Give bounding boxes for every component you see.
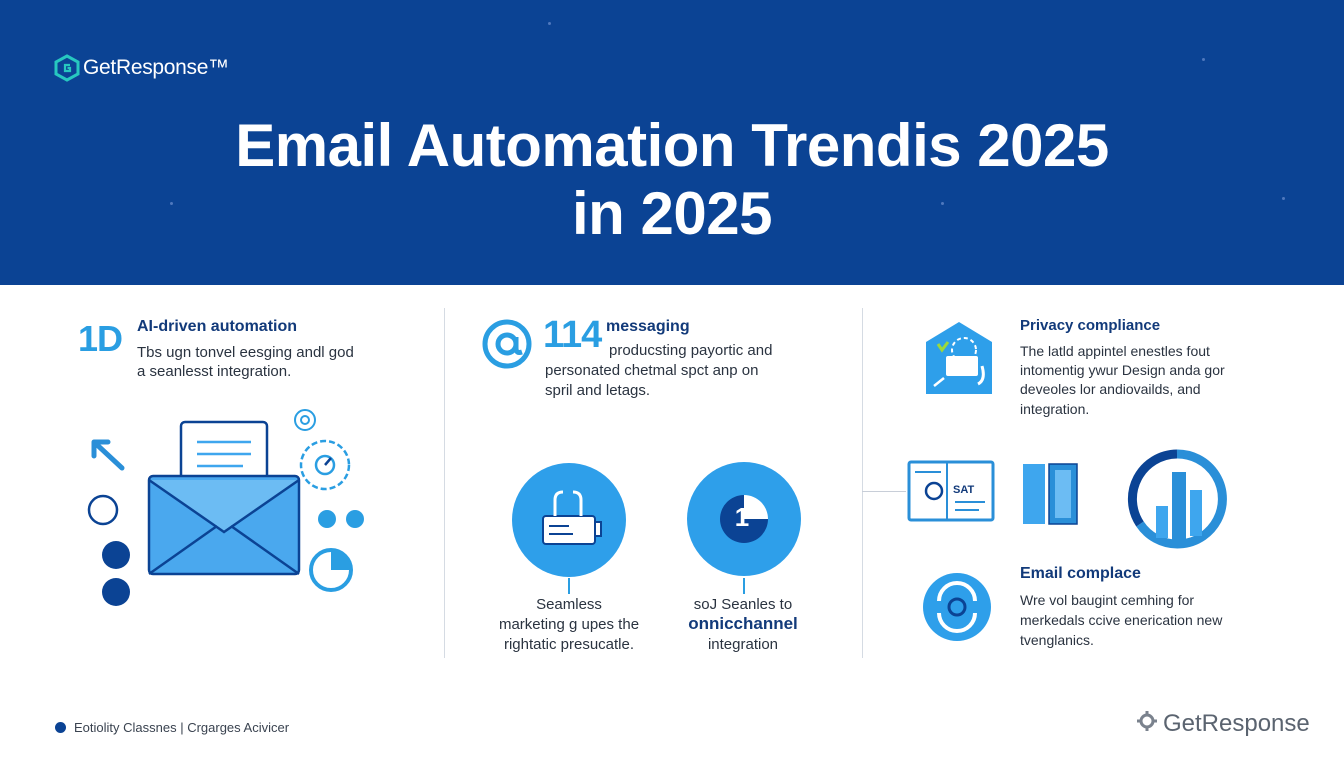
bar-chart-gauge-icon [1127, 449, 1227, 553]
footer-brand-logo[interactable]: GetResponse [1137, 710, 1310, 738]
page-title: Email Automation Trendis 2025 in 2025 [0, 112, 1344, 248]
footer-logo-text: GetResponse [1163, 710, 1310, 737]
star-dot [1282, 197, 1285, 200]
feature-title-email-compliance: Email complace [1020, 565, 1141, 582]
feature-title-privacy: Privacy compliance [1020, 317, 1161, 334]
feature-text-ai-line2: a seanlesst integration. [137, 363, 292, 380]
star-dot [548, 22, 551, 25]
column-divider [862, 308, 863, 658]
connector-line [568, 578, 570, 594]
star-dot [941, 202, 944, 205]
outline-circle-icon [87, 494, 119, 531]
filled-circle-icon [101, 577, 131, 612]
id-card-icon [907, 460, 995, 527]
caption-left-line1: Seamless [536, 596, 602, 613]
caption-right-line3: integration [707, 636, 779, 653]
connector-line [862, 491, 906, 492]
card-label: SAT [953, 484, 975, 496]
feature-text-privacy-line3: deveoles lor andiovailds, and [1020, 381, 1201, 397]
feature-text-privacy-line4: integration. [1020, 401, 1090, 417]
filled-circle-icon [101, 540, 131, 575]
feature-text-privacy-line1: The latld appintel enestles fout [1020, 343, 1210, 359]
title-line-2: in 2025 [572, 180, 772, 247]
caption-left-line3: rightatic presucatle. [503, 636, 635, 653]
star-dot [170, 202, 173, 205]
number-circle-icon [686, 461, 802, 582]
title-line-1: Email Automation Trendis 2025 [235, 112, 1109, 179]
feature-text-messaging-line3: spril and letags. [545, 382, 651, 399]
stat-number: 114 [543, 314, 602, 356]
lock-card-circle-icon [511, 462, 627, 583]
book-icon [1021, 462, 1079, 531]
clock-icon [298, 438, 352, 497]
email-envelope-icon [147, 420, 301, 585]
small-ring-icon [293, 408, 317, 437]
footer-text: Eotiolity Classnes | Crgarges Acivicer [74, 720, 290, 735]
refresh-circle-icon [921, 571, 993, 648]
pie-chart-icon [308, 547, 354, 598]
feature-text-messaging-line2: personated chetmal spct anp on [545, 362, 759, 379]
star-dot [1202, 58, 1205, 61]
small-badge-icon [345, 509, 365, 534]
footer-dot-icon [55, 722, 66, 733]
brand-logo[interactable]: GetResponse™ [54, 54, 229, 82]
arrow-up-left-icon [88, 438, 128, 479]
feature-text-email-line3: tvenglanics. [1020, 632, 1094, 648]
hexagon-logo-icon [54, 54, 80, 82]
column-divider [444, 308, 445, 658]
feature-text-privacy-line2: intomentig ywur Design anda gor [1020, 362, 1225, 378]
logo-text: GetResponse™ [83, 56, 229, 79]
feature-text-email-line2: merkedals ccive enerication new [1020, 612, 1223, 628]
connector-line [743, 578, 745, 594]
section-badge: 1D [78, 318, 123, 359]
caption-right-line2: onnicchannel [688, 614, 798, 633]
footer-note: Eotiolity Classnes | Crgarges Acivicer [55, 720, 289, 735]
caption-right-line1: soJ Seanles to [693, 596, 793, 613]
hero-banner: GetResponse™ Email Automation Trendis 20… [0, 0, 1344, 285]
feature-text-messaging-line1: producsting payortic and [609, 342, 773, 359]
small-badge-icon [317, 509, 337, 534]
circle-number: 1 [734, 502, 750, 532]
feature-title-messaging: messaging [606, 318, 690, 335]
caption-left-line2: marketing g upes the [498, 616, 640, 633]
at-sign-icon [481, 318, 533, 375]
feature-title-ai: AI-driven automation [137, 318, 298, 335]
gear-logo-icon [1137, 710, 1157, 738]
feature-text-ai-line1: Tbs ugn tonvel eesging andl god [137, 344, 354, 361]
feature-text-email-line1: Wre vol baugint cemhing for [1020, 592, 1195, 608]
shield-house-icon [924, 320, 994, 401]
